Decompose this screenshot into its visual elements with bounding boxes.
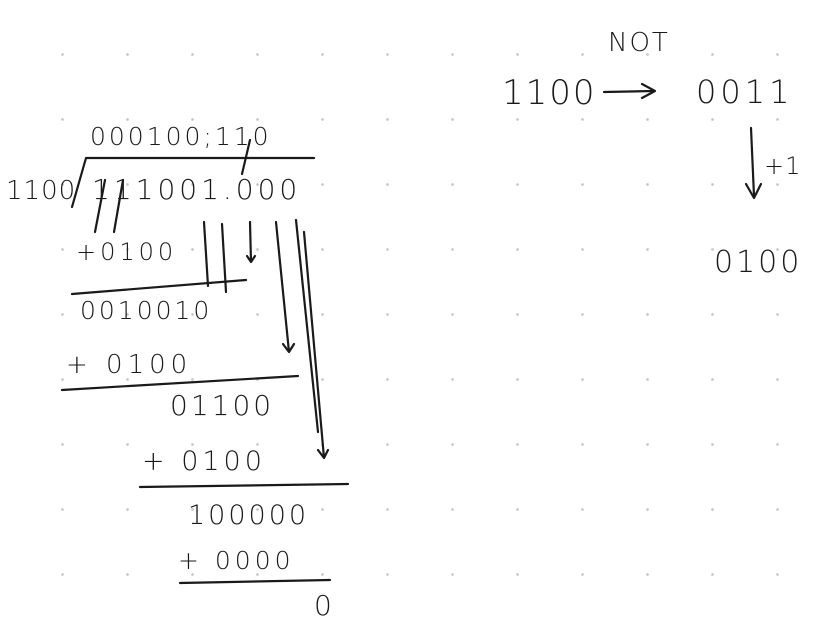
step-2-rule: [60, 374, 300, 392]
step-1-result: 0010010: [80, 296, 213, 325]
step-1-rule: [70, 278, 248, 296]
quotient-digits: 000100;110: [90, 122, 272, 151]
complement-result: 0100: [714, 245, 803, 280]
bring-down-line: [294, 218, 320, 434]
increment-arrow: [749, 126, 756, 198]
divisor-digits: 1100: [6, 176, 77, 206]
not-arrow: [602, 89, 656, 94]
step-3-result: 100000: [188, 500, 310, 531]
step-2-result: 01100: [170, 389, 275, 422]
step-4-rule: [178, 578, 332, 585]
dividend-digits: 111001.000: [92, 173, 302, 206]
not-arrowhead: [640, 82, 657, 100]
bring-down-line: [93, 178, 107, 234]
division-bracket: [70, 156, 316, 209]
step-2-operand: + 0100: [66, 350, 193, 380]
step-3-operand: + 0100: [142, 446, 266, 477]
complement-original: 1100: [502, 73, 597, 113]
step-4-result: 0: [314, 589, 335, 622]
bring-down-line: [112, 178, 125, 234]
bring-down-arrow: [245, 220, 257, 264]
step-4-operand: + 0000: [178, 546, 295, 575]
bring-down-line: [202, 220, 210, 288]
bring-down-arrow: [302, 230, 330, 460]
bring-down-arrow: [274, 220, 296, 354]
step-3-rule: [138, 482, 350, 489]
complement-inverted: 0011: [696, 73, 794, 111]
not-label: NOT: [608, 28, 670, 58]
increment-label: +1: [764, 152, 802, 180]
increment-arrowhead: [744, 182, 763, 200]
step-1-operand: +0100: [76, 238, 178, 266]
quotient-point-tick: [240, 138, 252, 176]
